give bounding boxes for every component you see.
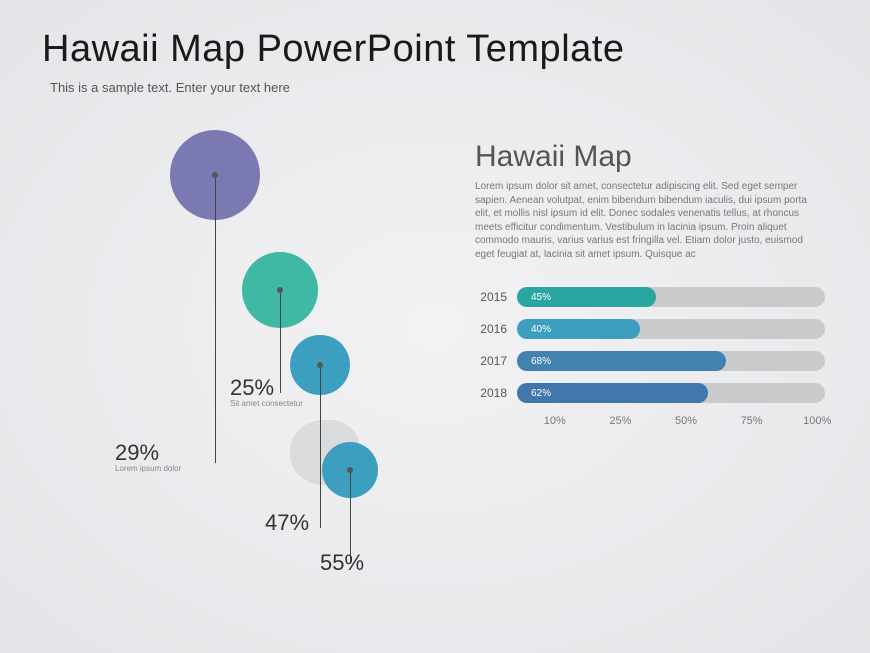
marker-dot — [277, 287, 283, 293]
pct-label: 29%Lorem ipsum dolor — [115, 440, 181, 473]
bar-row: 201862% — [475, 383, 825, 403]
bar-year: 2017 — [475, 354, 517, 368]
bar-fill: 40% — [517, 319, 640, 339]
marker-dot — [212, 172, 218, 178]
page-title: Hawaii Map PowerPoint Template — [42, 28, 624, 71]
pct-value: 25% — [230, 375, 303, 401]
axis-tick: 10% — [517, 415, 583, 427]
bar-track: 62% — [517, 383, 825, 403]
right-title: Hawaii Map — [475, 140, 845, 174]
page-subtitle: This is a sample text. Enter your text h… — [50, 80, 290, 95]
axis-tick: 50% — [648, 415, 714, 427]
pct-value: 55% — [320, 550, 364, 576]
bar-year: 2016 — [475, 322, 517, 336]
right-body-text: Lorem ipsum dolor sit amet, consectetur … — [475, 180, 815, 261]
axis-tick: 25% — [583, 415, 649, 427]
bar-row: 201640% — [475, 319, 825, 339]
map-infographic: 29%Lorem ipsum dolor 25%Sit amet consecte… — [40, 120, 440, 620]
bar-year: 2018 — [475, 386, 517, 400]
pct-value: 29% — [115, 440, 181, 466]
bar-year: 2015 — [475, 290, 517, 304]
pct-sub: Sit amet consectetur — [230, 399, 303, 408]
pct-label: 55% — [320, 550, 364, 576]
bar-track: 45% — [517, 287, 825, 307]
bar-fill: 68% — [517, 351, 726, 371]
bar-fill: 62% — [517, 383, 708, 403]
pct-sub: Lorem ipsum dolor — [115, 464, 181, 473]
callout-line — [215, 178, 216, 463]
bar-row: 201768% — [475, 351, 825, 371]
axis-tick: 75% — [714, 415, 780, 427]
callout-line — [320, 368, 321, 528]
bar-track: 40% — [517, 319, 825, 339]
marker-dot — [347, 467, 353, 473]
pct-value: 47% — [265, 510, 309, 536]
bar-track: 68% — [517, 351, 825, 371]
bar-chart: 201545% 201640% 201768% 201862% — [475, 287, 825, 403]
right-panel: Hawaii Map Lorem ipsum dolor sit amet, c… — [475, 140, 845, 427]
pct-label: 47% — [265, 510, 309, 536]
bar-fill: 45% — [517, 287, 656, 307]
axis-tick: 100% — [779, 415, 845, 427]
pct-label: 25%Sit amet consectetur — [230, 375, 303, 408]
marker-dot — [317, 362, 323, 368]
bar-axis: 10%25%50%75%100% — [517, 415, 845, 427]
bar-row: 201545% — [475, 287, 825, 307]
